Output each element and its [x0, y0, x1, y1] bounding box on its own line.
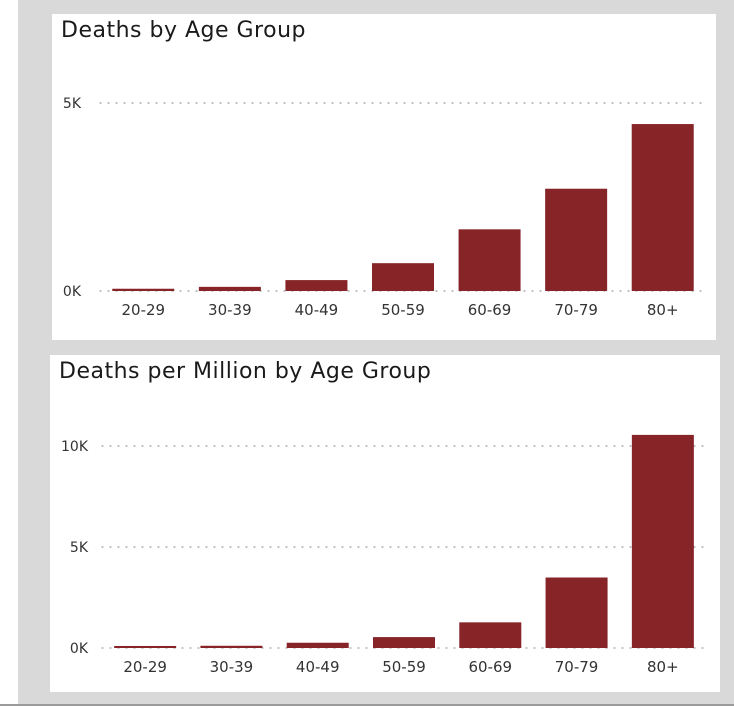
bar-20-29[interactable]: [114, 645, 177, 648]
y-tick-label: 5K: [70, 540, 89, 556]
bar-30-39[interactable]: [200, 645, 263, 648]
bar-80+[interactable]: [631, 434, 694, 648]
x-tick-label: 30-39: [210, 658, 254, 676]
bar-60-69[interactable]: [458, 229, 521, 291]
x-tick-label: 50-59: [382, 658, 426, 676]
x-tick-label: 80+: [647, 658, 679, 676]
deaths-per-million-card[interactable]: Deaths per Million by Age Group 0K 5K 10K 2…: [50, 355, 720, 692]
chart-title: Deaths by Age Group: [61, 18, 306, 43]
deaths-per-million-bar-chart: 0K 5K 10K 20-29 30-39 40-49 50-59 60-69 70-79 80+: [61, 434, 707, 676]
x-tick-label: 20-29: [121, 301, 165, 319]
bar-30-39[interactable]: [198, 286, 261, 291]
bar-20-29[interactable]: [112, 288, 175, 291]
x-tick-label: 40-49: [295, 301, 339, 319]
bar-80+[interactable]: [631, 124, 694, 291]
bar-70-79[interactable]: [545, 577, 608, 648]
bar-70-79[interactable]: [545, 188, 608, 291]
x-tick-label: 30-39: [208, 301, 252, 319]
bar-40-49[interactable]: [285, 280, 348, 291]
y-tick-label: 10K: [61, 439, 89, 455]
x-tick-label: 80+: [647, 301, 679, 319]
y-tick-label: 5K: [63, 96, 82, 112]
deaths-by-age-card[interactable]: Deaths by Age Group 0K 5K 20-29 30-39 40-49 5…: [52, 14, 716, 340]
deaths-bar-chart: 0K 5K 20-29 30-39 40-49 50-59 60-69 70-79 80+: [63, 96, 707, 319]
chart-title: Deaths per Million by Age Group: [59, 359, 432, 384]
x-tick-label: 70-79: [555, 658, 599, 676]
x-tick-label: 40-49: [296, 658, 340, 676]
bar-50-59[interactable]: [372, 263, 434, 291]
x-tick-label: 20-29: [123, 658, 167, 676]
x-tick-label: 50-59: [381, 301, 425, 319]
x-tick-label: 60-69: [468, 658, 512, 676]
bar-50-59[interactable]: [373, 637, 435, 648]
y-tick-label: 0K: [63, 284, 82, 300]
x-tick-label: 70-79: [554, 301, 598, 319]
bar-40-49[interactable]: [286, 642, 349, 648]
bottom-divider: [0, 704, 734, 706]
x-tick-label: 60-69: [468, 301, 512, 319]
y-tick-label: 0K: [70, 641, 89, 657]
bar-60-69[interactable]: [459, 622, 522, 648]
